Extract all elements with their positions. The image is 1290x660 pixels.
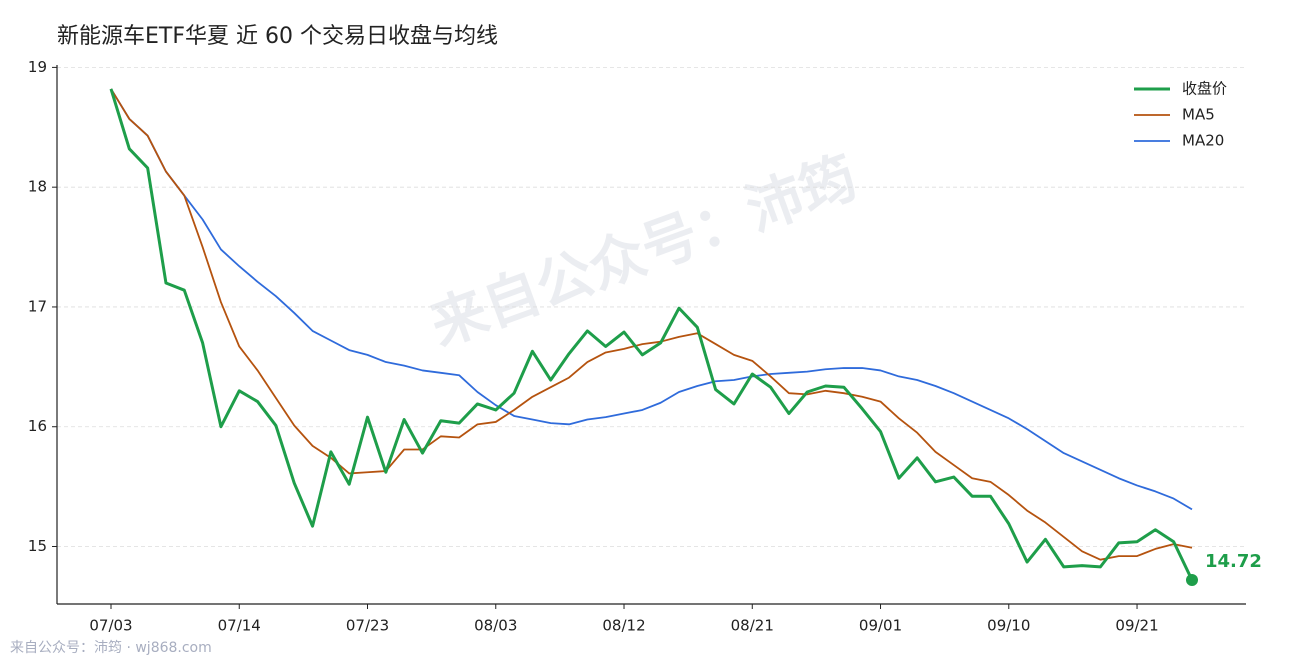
last-value-label: 14.72 xyxy=(1205,551,1262,572)
series-line xyxy=(110,88,1193,561)
x-tick-label: 08/12 xyxy=(602,617,645,635)
x-tick-label: 09/10 xyxy=(987,617,1030,635)
x-tick-label: 09/21 xyxy=(1115,617,1158,635)
legend-label: 收盘价 xyxy=(1182,80,1227,98)
series-line xyxy=(110,88,1193,511)
x-tick-label: 09/01 xyxy=(859,617,902,635)
x-tick-label: 07/03 xyxy=(89,617,132,635)
chart-title: 新能源车ETF华夏 近 60 个交易日收盘与均线 xyxy=(57,24,498,49)
footer: 来自公众号：沛筠 · wj868.com xyxy=(10,639,212,656)
y-tick-label: 18 xyxy=(28,178,47,196)
x-tick-label: 07/23 xyxy=(346,617,389,635)
y-tick-label: 16 xyxy=(28,417,47,435)
x-tick-label: 07/14 xyxy=(218,617,261,635)
watermark: 来自公众号：沛筠 xyxy=(422,145,865,359)
y-tick-label: 17 xyxy=(28,297,47,315)
series-line xyxy=(109,88,1194,581)
legend-label: MA20 xyxy=(1182,132,1224,150)
legend-label: MA5 xyxy=(1182,106,1215,124)
y-tick-label: 15 xyxy=(28,537,47,555)
last-point xyxy=(1186,574,1198,587)
x-tick-label: 08/03 xyxy=(474,617,517,635)
x-tick-label: 08/21 xyxy=(731,617,774,635)
y-tick-label: 19 xyxy=(28,58,47,76)
